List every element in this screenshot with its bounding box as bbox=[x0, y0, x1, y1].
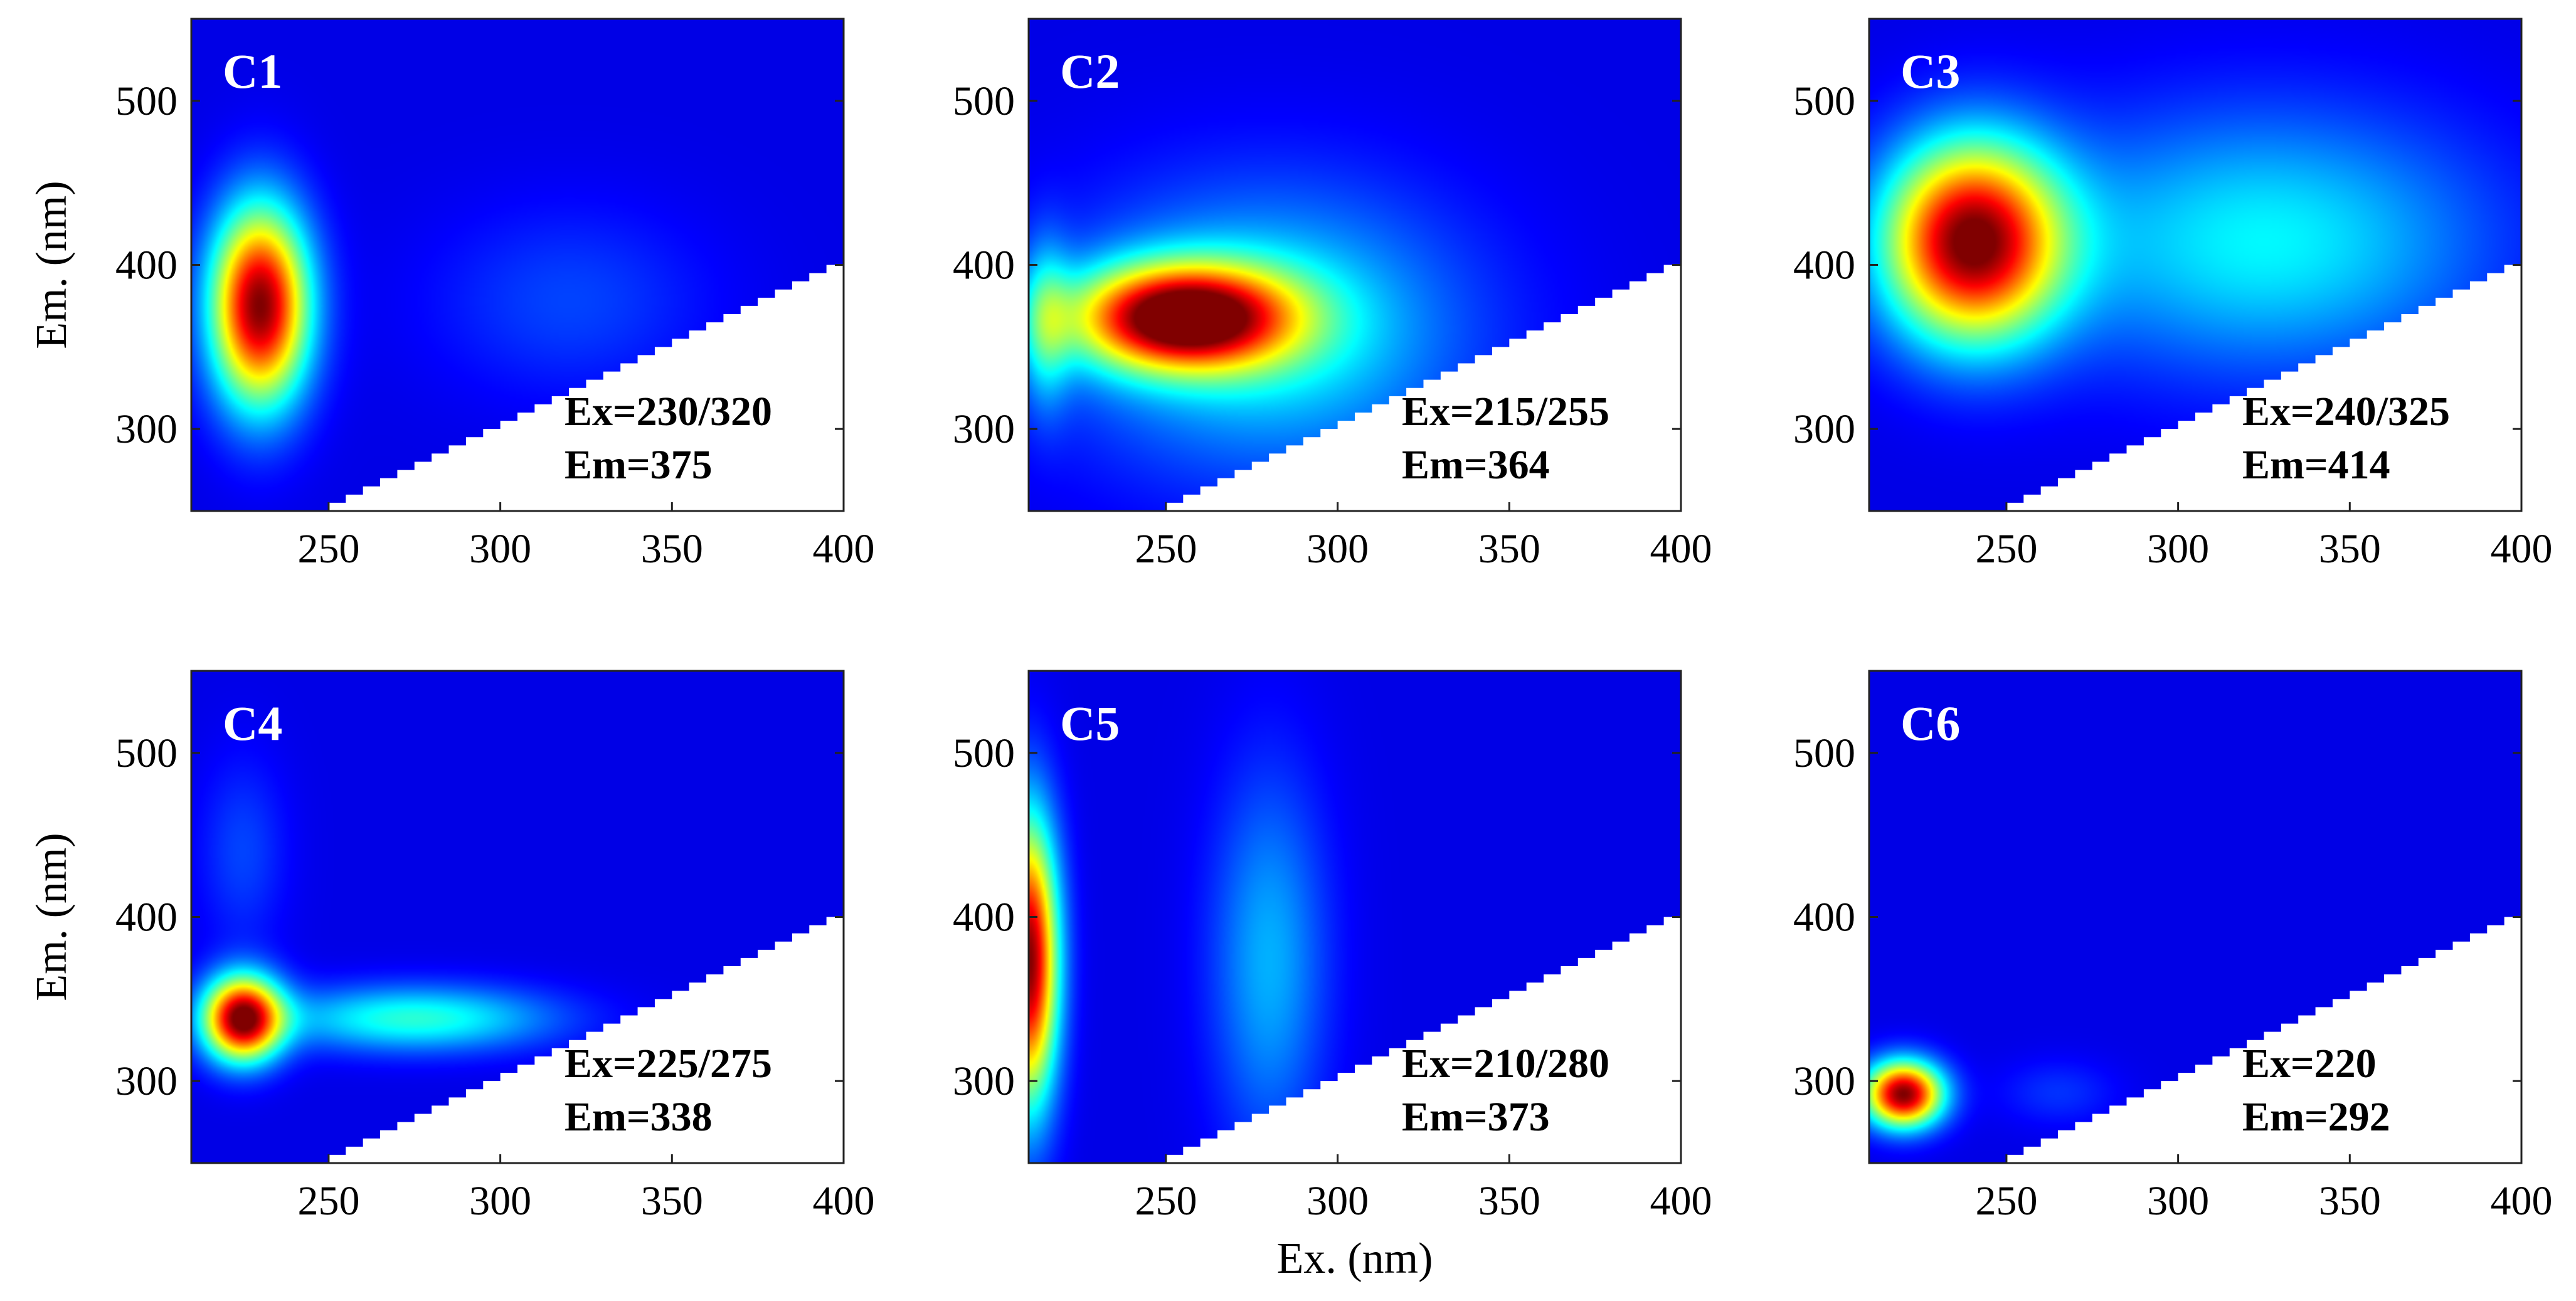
masked-region bbox=[328, 265, 844, 511]
x-tick-label: 300 bbox=[469, 1178, 531, 1224]
x-tick-label: 400 bbox=[2491, 526, 2553, 572]
panel-label: C4 bbox=[223, 696, 282, 751]
peak-annotation: Ex=240/325 bbox=[2242, 389, 2450, 435]
masked-region bbox=[328, 917, 844, 1163]
x-tick-label: 350 bbox=[2319, 526, 2381, 572]
y-tick-label: 500 bbox=[115, 730, 178, 776]
panel-c2: 250 300 350 400 300 400 500 C2 Ex=215/255 Em=364 bbox=[953, 18, 1712, 572]
x-tick-label: 400 bbox=[2491, 1178, 2553, 1224]
x-axis-label: Ex. (nm) bbox=[1277, 1235, 1433, 1283]
x-tick-label: 250 bbox=[1135, 526, 1197, 572]
peak-annotation: Em=414 bbox=[2242, 442, 2390, 488]
y-tick-label: 500 bbox=[953, 78, 1015, 124]
y-tick-label: 300 bbox=[953, 406, 1015, 452]
x-tick-label: 250 bbox=[297, 526, 359, 572]
peak-annotation: Em=375 bbox=[564, 442, 713, 488]
peak-annotation: Em=338 bbox=[564, 1094, 713, 1140]
y-axis-label: Em. (nm) bbox=[28, 833, 76, 1001]
y-tick-label: 500 bbox=[1793, 78, 1855, 124]
peak-annotation: Ex=215/255 bbox=[1402, 389, 1609, 435]
y-tick-label: 400 bbox=[953, 895, 1015, 940]
y-tick-label: 500 bbox=[115, 78, 178, 124]
peak-annotation: Ex=225/275 bbox=[564, 1041, 772, 1087]
peak-annotation: Em=292 bbox=[2242, 1094, 2390, 1140]
panel-c3: 250 300 350 400 300 400 500 C3 Ex=240/325 Em=414 bbox=[1793, 18, 2553, 572]
x-tick-label: 250 bbox=[1975, 1178, 2037, 1224]
x-tick-label: 350 bbox=[2319, 1178, 2381, 1224]
x-tick-label: 400 bbox=[1650, 1178, 1712, 1224]
masked-region bbox=[1165, 265, 1681, 511]
x-tick-label: 250 bbox=[1975, 526, 2037, 572]
y-tick-label: 300 bbox=[115, 406, 178, 452]
panel-c4: 250 300 350 400 300 400 500 C4 Ex=225/275 Em=338 E… bbox=[28, 670, 875, 1224]
y-tick-label: 400 bbox=[115, 895, 178, 940]
x-tick-label: 300 bbox=[469, 526, 531, 572]
y-tick-label: 500 bbox=[953, 730, 1015, 776]
x-tick-label: 350 bbox=[1478, 1178, 1540, 1224]
panel-label: C5 bbox=[1060, 696, 1120, 751]
panel-c1: 250 300 350 400 300 400 500 C1 Ex=230/320 Em=375 E… bbox=[28, 18, 875, 572]
y-tick-label: 300 bbox=[115, 1058, 178, 1104]
y-tick-label: 500 bbox=[1793, 730, 1855, 776]
masked-region bbox=[1165, 917, 1681, 1163]
peak-annotation: Em=364 bbox=[1402, 442, 1550, 488]
panel-label: C2 bbox=[1060, 44, 1120, 98]
x-tick-label: 300 bbox=[2147, 526, 2209, 572]
x-tick-label: 300 bbox=[2147, 1178, 2209, 1224]
peak-annotation: Ex=230/320 bbox=[564, 389, 772, 435]
panel-c6: 250 300 350 400 300 400 500 C6 Ex=220 Em=292 bbox=[1793, 670, 2553, 1224]
panel-label: C3 bbox=[1900, 44, 1960, 98]
y-tick-label: 300 bbox=[1793, 406, 1855, 452]
y-tick-label: 400 bbox=[115, 243, 178, 288]
x-tick-label: 400 bbox=[813, 1178, 875, 1224]
y-tick-label: 300 bbox=[953, 1058, 1015, 1104]
x-tick-label: 350 bbox=[1478, 526, 1540, 572]
y-tick-label: 400 bbox=[953, 243, 1015, 288]
y-axis-label: Em. (nm) bbox=[28, 181, 76, 349]
panel-label: C6 bbox=[1900, 696, 1960, 751]
peak-annotation: Ex=210/280 bbox=[1402, 1041, 1609, 1087]
masked-region bbox=[2006, 265, 2521, 511]
panel-label: C1 bbox=[223, 44, 282, 98]
peak-annotation: Ex=220 bbox=[2242, 1041, 2377, 1087]
x-tick-label: 300 bbox=[1307, 526, 1369, 572]
x-tick-label: 350 bbox=[641, 526, 703, 572]
y-tick-label: 400 bbox=[1793, 243, 1855, 288]
x-tick-label: 250 bbox=[1135, 1178, 1197, 1224]
panel-c5: 250 300 350 400 300 400 500 C5 Ex=210/280 Em=373 E… bbox=[953, 670, 1712, 1283]
x-tick-label: 400 bbox=[1650, 526, 1712, 572]
x-tick-label: 250 bbox=[297, 1178, 359, 1224]
x-tick-label: 400 bbox=[813, 526, 875, 572]
masked-region bbox=[2006, 917, 2521, 1163]
peak-annotation: Em=373 bbox=[1402, 1094, 1550, 1140]
y-tick-label: 400 bbox=[1793, 895, 1855, 940]
x-tick-label: 300 bbox=[1307, 1178, 1369, 1224]
y-tick-label: 300 bbox=[1793, 1058, 1855, 1104]
x-tick-label: 350 bbox=[641, 1178, 703, 1224]
